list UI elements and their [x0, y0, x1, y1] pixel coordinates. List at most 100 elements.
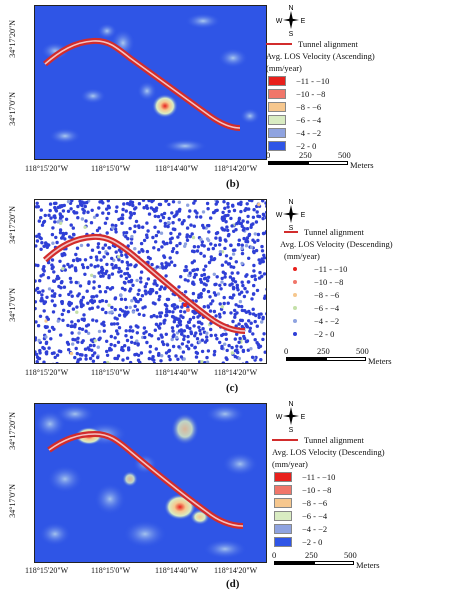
ps-point [132, 230, 137, 234]
ps-point [162, 255, 167, 259]
ps-point [139, 276, 143, 280]
ps-point [42, 360, 46, 363]
ps-point [188, 271, 192, 275]
ps-point [136, 300, 140, 304]
ps-point [50, 258, 55, 262]
ps-point [152, 282, 156, 286]
ps-point [193, 272, 198, 277]
ps-point [44, 340, 49, 344]
ps-point [247, 280, 251, 284]
ps-point [233, 312, 237, 317]
ps-point [223, 342, 227, 346]
ps-point [146, 229, 150, 233]
ps-point [45, 315, 49, 319]
ps-point [251, 222, 255, 226]
ps-point [66, 200, 71, 204]
ps-point [129, 263, 133, 267]
ps-point [240, 246, 244, 250]
ps-point [238, 299, 243, 304]
ps-point [38, 279, 42, 283]
ps-point [152, 246, 156, 250]
legend-class: −6 - −4 [274, 509, 474, 522]
ps-point [124, 305, 129, 310]
ps-point [155, 315, 159, 319]
ps-point [218, 302, 222, 306]
ps-point [178, 232, 182, 236]
ps-point [35, 286, 40, 291]
ps-point [236, 288, 240, 292]
ps-point [69, 223, 73, 227]
ps-point [124, 231, 129, 235]
legend-class: −2 - 0 [268, 139, 471, 152]
ps-point [158, 219, 163, 223]
ps-point [93, 265, 97, 269]
ps-point [192, 224, 196, 228]
ps-point [164, 200, 168, 203]
ps-point [175, 244, 179, 248]
ps-point [52, 279, 56, 283]
ps-point [80, 327, 85, 331]
ps-point [48, 208, 52, 213]
ps-point [91, 353, 95, 358]
ps-point [164, 274, 168, 278]
ps-point [69, 351, 74, 356]
ps-point [202, 244, 206, 248]
ps-point [119, 293, 123, 298]
ps-point [148, 350, 152, 354]
ps-point [57, 276, 61, 280]
svg-text:E: E [301, 18, 306, 25]
ps-point [78, 326, 82, 331]
ps-point [134, 324, 138, 328]
ps-point [185, 324, 189, 328]
ps-point [145, 249, 150, 254]
ps-point [109, 334, 114, 339]
ps-point [192, 268, 197, 272]
ps-point [197, 325, 201, 329]
ps-point [41, 267, 45, 271]
ps-point [235, 348, 239, 352]
ps-point [73, 338, 77, 342]
ps-point [259, 260, 264, 264]
ps-point [211, 246, 215, 251]
ps-point [226, 262, 231, 266]
ps-point [177, 285, 181, 289]
ps-point [104, 299, 109, 304]
ps-point [194, 355, 199, 359]
velocity-map-d [35, 404, 266, 562]
legend-tunnel: Tunnel alignment [266, 38, 471, 50]
ps-point [110, 310, 114, 314]
ps-point [262, 272, 266, 276]
legend-class: −2 - 0 [286, 327, 474, 340]
ps-point [126, 263, 130, 267]
ps-point [246, 214, 250, 219]
ps-point [221, 332, 225, 337]
ps-point [160, 335, 164, 339]
ps-point [223, 206, 227, 210]
ps-point [86, 210, 90, 214]
ps-point [47, 213, 51, 217]
ps-point [237, 292, 242, 296]
ps-point [231, 252, 236, 256]
ps-point [52, 201, 57, 206]
ps-point [224, 337, 229, 341]
ps-point [193, 209, 197, 213]
ps-point [125, 260, 129, 265]
panel-b: 34°17'20"N 34°17'0"N 118°15'20"W 118°15'… [0, 0, 474, 196]
ps-point [227, 232, 231, 237]
ps-point [129, 335, 134, 339]
legend-unit: (mm/year) [272, 459, 308, 469]
ps-point [255, 288, 260, 293]
ps-point [145, 340, 149, 345]
ps-point [215, 200, 219, 204]
ps-point [264, 216, 266, 220]
svg-text:N: N [288, 5, 293, 12]
ps-point [39, 274, 43, 278]
ps-point [206, 207, 210, 211]
ps-point [261, 317, 265, 321]
ps-point [124, 209, 128, 213]
ps-point [171, 200, 176, 204]
ps-point [49, 337, 53, 341]
ps-point [39, 216, 43, 220]
ps-point [76, 319, 81, 323]
legend-tunnel: Tunnel alignment [284, 226, 474, 238]
